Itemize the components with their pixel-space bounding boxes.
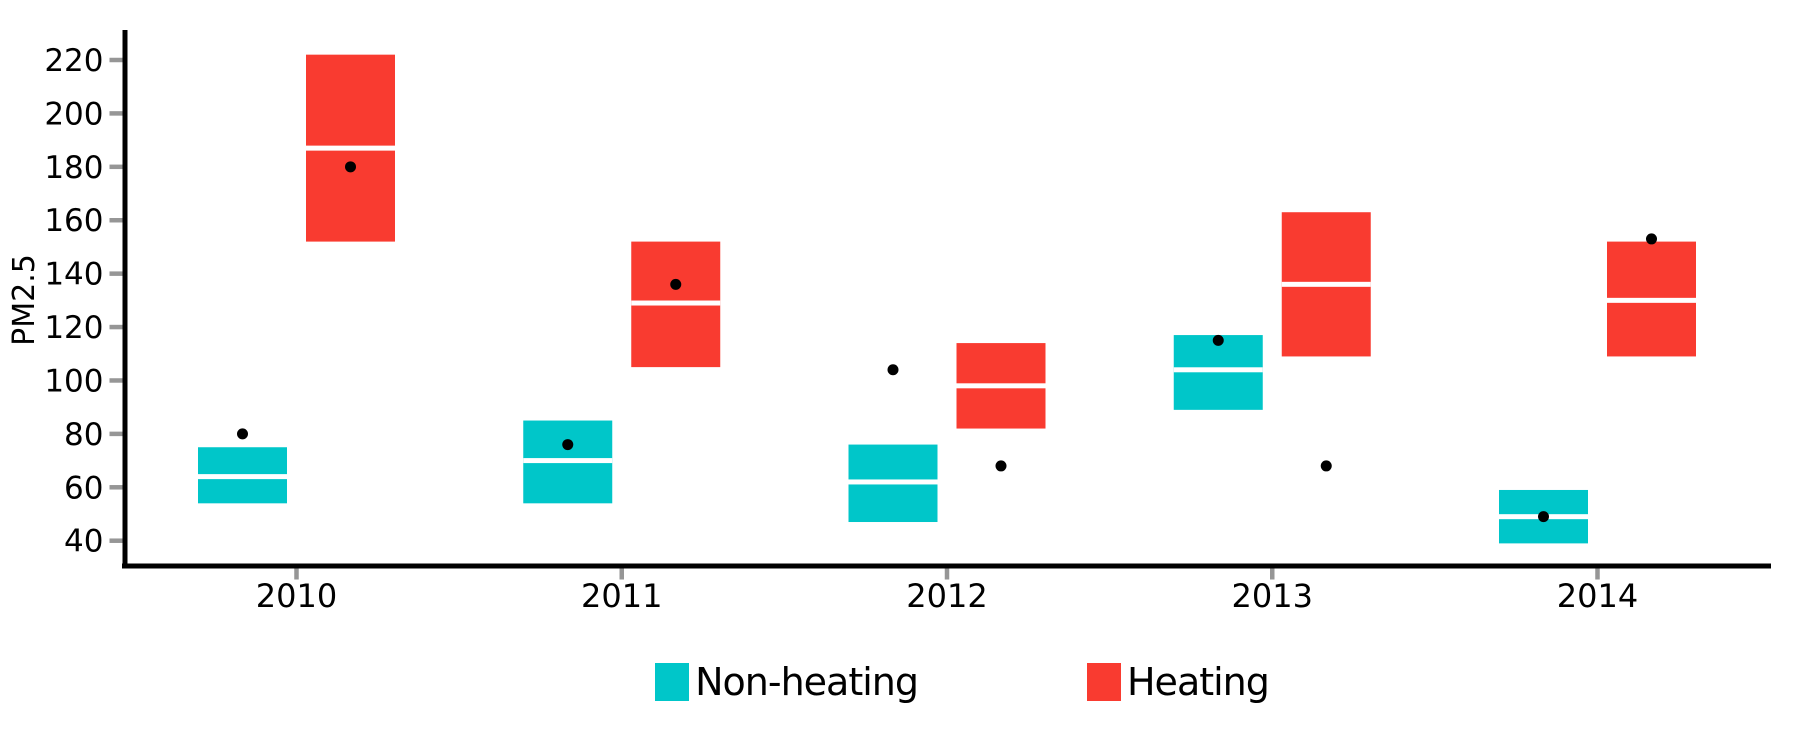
y-tick-label: 40 (64, 524, 103, 560)
mean-point-non-heating-2012 (887, 364, 899, 376)
crossbar-non-heating-2013 (1173, 335, 1263, 410)
legend-label-non-heating: Non-heating (695, 660, 919, 704)
y-tick-label: 220 (44, 43, 103, 79)
legend-swatch-heating-icon (1086, 663, 1121, 701)
mean-point-heating-2012 (995, 460, 1007, 472)
midline-heating-2013 (1281, 281, 1371, 287)
legend-label-heating: Heating (1126, 660, 1270, 704)
legend-item-non-heating: Non-heating (655, 660, 919, 704)
midline-heating-2012 (956, 383, 1046, 389)
y-axis-title: PM2.5 (7, 254, 42, 346)
midline-non-heating-2011 (523, 458, 613, 464)
mean-point-heating-2014 (1646, 233, 1657, 245)
y-tick-label: 160 (44, 203, 103, 239)
y-tick-label: 180 (44, 150, 103, 186)
mean-point-heating-2010 (345, 161, 356, 173)
x-tick-label: 2014 (1557, 577, 1638, 615)
legend-item-heating: Heating (1086, 660, 1270, 704)
y-tick-label: 120 (44, 310, 103, 346)
x-tick-label: 2012 (906, 577, 987, 615)
y-tick-label: 60 (64, 470, 103, 506)
mean-point-non-heating-2011 (562, 439, 574, 451)
mean-point-non-heating-2014 (1538, 511, 1549, 523)
midline-heating-2010 (306, 145, 395, 151)
x-tick-label: 2013 (1232, 577, 1313, 615)
midline-heating-2011 (631, 300, 721, 306)
x-tick-label: 2011 (581, 577, 662, 615)
midline-non-heating-2013 (1173, 367, 1263, 373)
midline-heating-2014 (1607, 297, 1696, 303)
midline-non-heating-2010 (198, 474, 287, 480)
y-tick-label: 100 (44, 363, 103, 399)
midline-non-heating-2012 (848, 479, 938, 485)
mean-point-heating-2011 (670, 278, 682, 290)
mean-point-non-heating-2010 (237, 428, 248, 440)
mean-point-non-heating-2013 (1212, 334, 1224, 346)
legend-swatch-non-heating-icon (655, 663, 690, 701)
y-tick-label: 80 (64, 417, 103, 453)
y-tick-label: 200 (44, 96, 103, 132)
y-tick-label: 140 (44, 257, 103, 293)
x-tick-label: 2010 (256, 577, 337, 615)
legend: Non-heating Heating (62, 660, 1800, 704)
pm25-crossbar-chart: 220 200 180 160 140 120 100 80 60 40 2010 2011 2012 2… (7, 30, 1771, 615)
mean-point-heating-2013 (1320, 460, 1332, 472)
